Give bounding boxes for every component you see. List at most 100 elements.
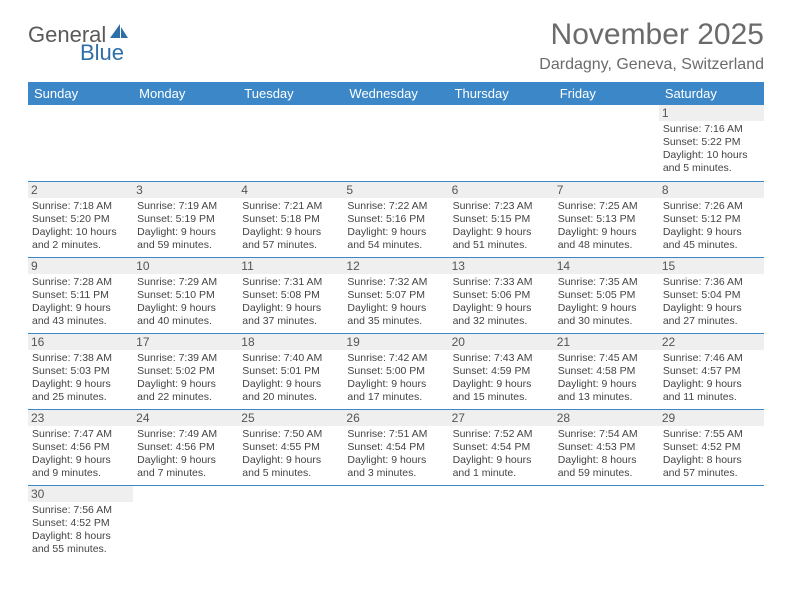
info-line: Sunrise: 7:42 AM [347,352,444,365]
info-line: and 7 minutes. [137,467,234,480]
info-line: Daylight: 9 hours [558,302,655,315]
calendar-day-cell: 4Sunrise: 7:21 AMSunset: 5:18 PMDaylight… [238,181,343,257]
calendar-day-cell: 13Sunrise: 7:33 AMSunset: 5:06 PMDayligh… [449,257,554,333]
day-info: Sunrise: 7:23 AMSunset: 5:15 PMDaylight:… [453,200,550,253]
info-line: Sunset: 5:04 PM [663,289,760,302]
calendar-day-cell: 18 Sunrise: 7:40 AMSunset: 5:01 PMDayligh… [238,333,343,409]
info-line: Sunset: 5:03 PM [32,365,129,378]
info-line: Daylight: 8 hours [32,530,129,543]
info-line: Daylight: 9 hours [347,454,444,467]
calendar-day-cell: 22Sunrise: 7:46 AMSunset: 4:57 PMDayligh… [659,333,764,409]
day-info: Sunrise: 7:42 AMSunset: 5:00 PMDaylight:… [347,352,444,405]
day-info: Sunrise: 7:26 AMSunset: 5:12 PMDaylight:… [663,200,760,253]
day-number: 14 [554,258,659,274]
info-line: Sunrise: 7:39 AM [137,352,234,365]
info-line: Sunset: 5:19 PM [137,213,234,226]
day-info: Sunrise: 7:18 AMSunset: 5:20 PMDaylight:… [32,200,129,253]
day-info: Sunrise: 7:54 AMSunset: 4:53 PMDaylight:… [558,428,655,481]
info-line: Sunset: 5:20 PM [32,213,129,226]
info-line: Sunrise: 7:46 AM [663,352,760,365]
info-line: and 30 minutes. [558,315,655,328]
day-info: Sunrise: 7:38 AMSunset: 5:03 PMDaylight:… [32,352,129,405]
info-line: Sunrise: 7:26 AM [663,200,760,213]
calendar-day-cell: 15Sunrise: 7:36 AMSunset: 5:04 PMDayligh… [659,257,764,333]
info-line: and 5 minutes. [663,162,760,175]
weekday-header: Saturday [659,82,764,105]
logo-line2: Blue [28,40,124,66]
info-line: Daylight: 9 hours [137,378,234,391]
info-line: and 35 minutes. [347,315,444,328]
info-line: Sunrise: 7:45 AM [558,352,655,365]
day-number: 22 [659,334,764,350]
info-line: Sunrise: 7:54 AM [558,428,655,441]
info-line: and 22 minutes. [137,391,234,404]
info-line: Daylight: 9 hours [242,226,339,239]
day-number: 9 [28,258,133,274]
info-line: and 54 minutes. [347,239,444,252]
page-header: General November 2025 Dardagny, Geneva, … [28,18,764,74]
day-number: 12 [343,258,448,274]
info-line: Sunrise: 7:21 AM [242,200,339,213]
day-info: Sunrise: 7:16 AMSunset: 5:22 PMDaylight:… [663,123,760,176]
info-line: Sunset: 5:15 PM [453,213,550,226]
info-line: and 27 minutes. [663,315,760,328]
info-line: Daylight: 9 hours [663,226,760,239]
info-line: and 40 minutes. [137,315,234,328]
info-line: Sunset: 5:00 PM [347,365,444,378]
info-line: Sunset: 5:08 PM [242,289,339,302]
info-line: Daylight: 9 hours [453,454,550,467]
info-line: and 55 minutes. [32,543,129,556]
calendar-day-cell: 14Sunrise: 7:35 AMSunset: 5:05 PMDayligh… [554,257,659,333]
calendar-day-cell: 25Sunrise: 7:50 AMSunset: 4:55 PMDayligh… [238,409,343,485]
info-line: Sunset: 5:12 PM [663,213,760,226]
weekday-header: Wednesday [343,82,448,105]
day-info: Sunrise: 7:47 AMSunset: 4:56 PMDaylight:… [32,428,129,481]
info-line: Daylight: 9 hours [32,302,129,315]
info-line: Sunset: 4:59 PM [453,365,550,378]
calendar-empty-cell [449,485,554,561]
info-line: and 25 minutes. [32,391,129,404]
info-line: Daylight: 9 hours [242,302,339,315]
calendar-body: 1 Sunrise: 7:16 AMSunset: 5:22 PMDaylight… [28,105,764,561]
calendar-week-row: 23Sunrise: 7:47 AMSunset: 4:56 PMDayligh… [28,409,764,485]
calendar-empty-cell [238,485,343,561]
info-line: and 5 minutes. [242,467,339,480]
info-line: Daylight: 9 hours [558,226,655,239]
calendar-day-cell: 17Sunrise: 7:39 AMSunset: 5:02 PMDayligh… [133,333,238,409]
info-line: Sunset: 5:10 PM [137,289,234,302]
day-number: 13 [449,258,554,274]
calendar-week-row: 9Sunrise: 7:28 AMSunset: 5:11 PMDaylight… [28,257,764,333]
calendar-empty-cell [659,485,764,561]
day-info: Sunrise: 7:25 AMSunset: 5:13 PMDaylight:… [558,200,655,253]
info-line: Sunset: 5:01 PM [242,365,339,378]
day-info: Sunrise: 7:40 AMSunset: 5:01 PMDaylight:… [242,352,339,405]
day-number: 1 [659,105,764,121]
info-line: Daylight: 9 hours [453,226,550,239]
info-line: Sunset: 5:02 PM [137,365,234,378]
info-line: Sunset: 5:11 PM [32,289,129,302]
day-number: 18 [238,334,343,350]
calendar-day-cell: 19 Sunrise: 7:42 AMSunset: 5:00 PMDayligh… [343,333,448,409]
info-line: and 20 minutes. [242,391,339,404]
calendar-empty-cell [343,485,448,561]
calendar-day-cell: 21Sunrise: 7:45 AMSunset: 4:58 PMDayligh… [554,333,659,409]
day-number: 20 [449,334,554,350]
day-number: 15 [659,258,764,274]
sail-icon [108,22,130,40]
info-line: Sunrise: 7:55 AM [663,428,760,441]
day-info: Sunrise: 7:50 AMSunset: 4:55 PMDaylight:… [242,428,339,481]
info-line: Daylight: 9 hours [347,302,444,315]
day-info: Sunrise: 7:51 AMSunset: 4:54 PMDaylight:… [347,428,444,481]
info-line: Sunrise: 7:36 AM [663,276,760,289]
weekday-header: Tuesday [238,82,343,105]
info-line: Sunrise: 7:29 AM [137,276,234,289]
calendar-day-cell: 12Sunrise: 7:32 AMSunset: 5:07 PMDayligh… [343,257,448,333]
info-line: Sunrise: 7:51 AM [347,428,444,441]
day-number: 19 [343,334,448,350]
day-number: 29 [659,410,764,426]
info-line: Sunrise: 7:50 AM [242,428,339,441]
info-line: Sunrise: 7:49 AM [137,428,234,441]
info-line: Daylight: 9 hours [32,454,129,467]
day-info: Sunrise: 7:45 AMSunset: 4:58 PMDaylight:… [558,352,655,405]
day-number: 5 [343,182,448,198]
